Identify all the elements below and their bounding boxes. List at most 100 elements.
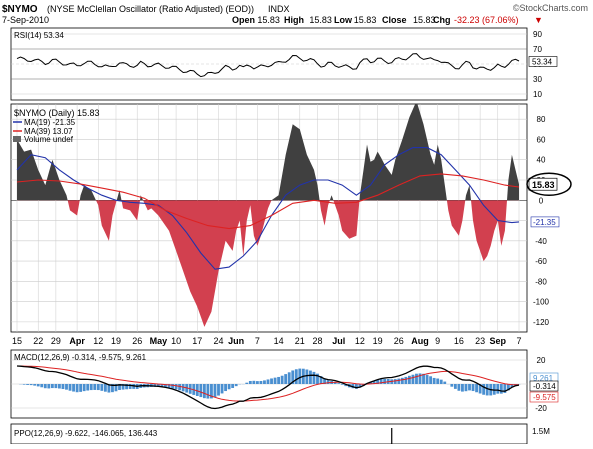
nymo-positive-area (17, 101, 519, 327)
macd-histogram-bar (436, 379, 439, 384)
macd-histogram-bar (58, 384, 61, 388)
macd-histogram-bar (475, 384, 478, 392)
macd-histogram-bar (429, 376, 432, 384)
header-low-value: 15.83 (354, 15, 377, 25)
rsi-legend: RSI(14) 53.34 (14, 31, 64, 40)
macd-histogram-bar (44, 384, 47, 388)
x-axis-label: 7 (516, 336, 521, 346)
x-axis-label: Jul (332, 336, 345, 346)
watermark: ©StockCharts.com (513, 3, 588, 13)
macd-histogram-bar (500, 384, 503, 394)
rsi-line (17, 54, 519, 77)
macd-histogram-bar (256, 381, 259, 384)
ppo-tick-label: 1.5M (532, 427, 550, 436)
macd-tick-label: -20 (535, 404, 547, 413)
macd-histogram-bar (100, 384, 103, 391)
x-axis-label: 10 (171, 336, 181, 346)
rsi-tick-label: 70 (533, 45, 542, 54)
macd-histogram-bar (270, 378, 273, 384)
macd-histogram-bar (76, 384, 79, 392)
macd-histogram-bar (33, 384, 36, 386)
volume-legend: Volume undef (24, 135, 74, 144)
rsi-tick-label: 30 (533, 75, 542, 84)
x-axis-label: 7 (255, 336, 260, 346)
macd-histogram-bar (263, 380, 266, 384)
main-tick-label: -100 (533, 298, 550, 307)
header-exchange: INDX (268, 4, 290, 14)
macd-histogram-bar (404, 377, 407, 384)
header-symbol: $NYMO (2, 4, 38, 15)
header-open-value: 15.83 (257, 15, 280, 25)
macd-histogram-bar (23, 384, 26, 385)
macd-histogram-bar (408, 376, 411, 384)
x-axis-label: 19 (111, 336, 121, 346)
main-tick-label: 40 (537, 156, 546, 165)
macd-histogram-bar (221, 384, 224, 393)
macd-histogram-bar (178, 384, 181, 390)
macd-histogram-bar (217, 384, 220, 396)
macd-histogram-bar (199, 384, 202, 397)
x-axis-label: 12 (355, 336, 365, 346)
macd-histogram-bar (486, 384, 489, 395)
macd-histogram-bar (394, 379, 397, 384)
x-axis-label: Apr (69, 336, 85, 346)
x-axis-label: 16 (454, 336, 464, 346)
main-panel-frame (11, 104, 527, 332)
volume-swatch (13, 136, 21, 142)
macd-histogram-bar (231, 384, 234, 388)
macd-histogram-bar (433, 378, 436, 384)
ma19-current-label: -21.35 (533, 218, 556, 227)
macd-histogram-bar (86, 384, 89, 391)
macd-histogram-bar (228, 384, 231, 389)
macd-histogram-bar (457, 384, 460, 391)
main-legend: $NYMO (Daily) 15.83 (14, 108, 100, 118)
main-tick-label: 0 (539, 196, 544, 205)
macd-histogram-bar (47, 384, 50, 388)
macd-histogram-bar (267, 379, 270, 384)
x-axis-label: Sep (490, 336, 507, 346)
macd-histogram-bar (51, 384, 54, 388)
main-current-label: 15.83 (532, 180, 555, 190)
chg-down-icon: ▼ (534, 15, 543, 25)
macd-histogram-bar (281, 376, 284, 384)
macd-value-label: -0.314 (533, 382, 556, 391)
macd-histogram-bar (224, 384, 227, 391)
macd-histogram-bar (397, 379, 400, 384)
macd-value-label: -9.575 (533, 393, 556, 402)
x-axis-label: Aug (411, 336, 429, 346)
macd-histogram-bar (206, 384, 209, 399)
macd-histogram-bar (412, 375, 415, 384)
macd-histogram-bar (235, 384, 238, 386)
macd-histogram-bar (454, 384, 457, 389)
x-axis-label: 23 (475, 336, 485, 346)
macd-histogram-bar (327, 380, 330, 384)
macd-histogram-bar (415, 374, 418, 384)
header-low-label: Low (334, 15, 353, 25)
main-tick-label: -80 (535, 277, 547, 286)
header-title: (NYSE McClellan Oscillator (Ratio Adjust… (47, 4, 254, 14)
macd-histogram-bar (401, 378, 404, 384)
macd-histogram-bar (461, 384, 464, 392)
macd-histogram-bar (313, 372, 316, 384)
main-tick-label: -60 (535, 257, 547, 266)
x-axis-label: 12 (93, 336, 103, 346)
header-date: 7-Sep-2010 (2, 15, 49, 25)
rsi-current-label: 53.34 (532, 57, 553, 66)
macd-histogram-bar (298, 369, 301, 384)
macd-histogram-bar (450, 384, 453, 387)
header-close-label: Close (382, 15, 407, 25)
macd-histogram-bar (341, 384, 344, 385)
macd-histogram-bar (443, 382, 446, 384)
rsi-tick-label: 10 (533, 90, 542, 99)
macd-histogram-bar (79, 384, 82, 392)
macd-histogram-bar (249, 381, 252, 384)
macd-histogram-bar (288, 372, 291, 384)
header-high-label: High (284, 15, 304, 25)
macd-histogram-bar (252, 381, 255, 384)
macd-histogram-bar (26, 384, 29, 385)
macd-histogram-bar (277, 377, 280, 384)
macd-histogram-bar (309, 371, 312, 384)
macd-histogram-bar (40, 384, 43, 387)
macd-histogram-bar (62, 384, 65, 389)
